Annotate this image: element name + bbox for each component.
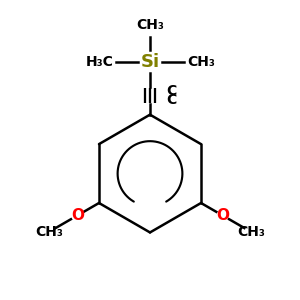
Text: CH₃: CH₃ [187,55,215,69]
Text: CH₃: CH₃ [237,225,265,239]
Text: CH₃: CH₃ [35,225,63,239]
Text: Si: Si [140,53,160,71]
Text: C: C [166,93,176,107]
Text: CH₃: CH₃ [136,18,164,32]
Text: H₃C: H₃C [85,55,113,69]
Text: O: O [216,208,229,223]
Text: C: C [166,84,176,98]
Text: O: O [71,208,84,223]
